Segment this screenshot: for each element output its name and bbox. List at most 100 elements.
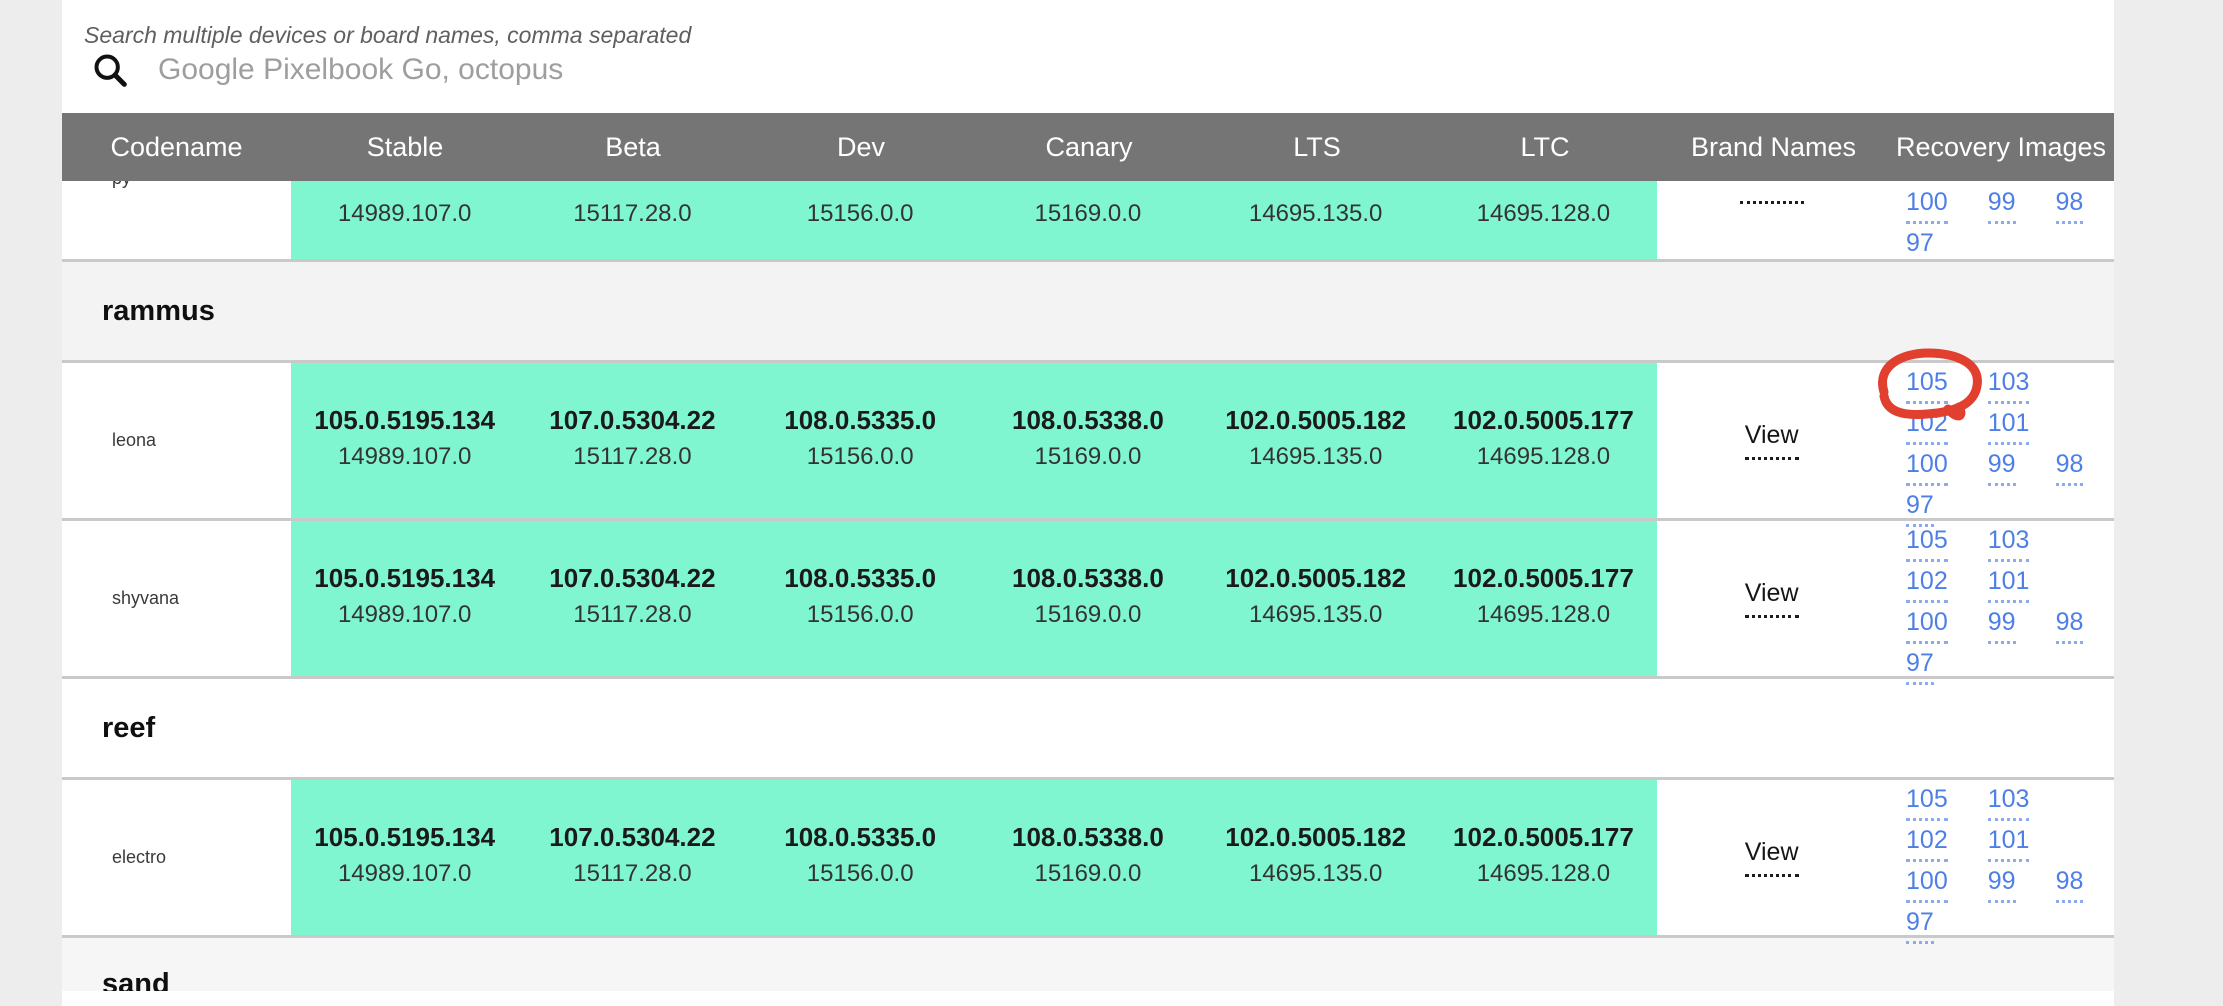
recovery-image-link-100[interactable]: 100 (1906, 451, 1948, 486)
platform-version: 14695.135.0 (1248, 200, 1383, 227)
chrome-version: 107.0.5304.22 (549, 405, 716, 435)
chrome-version: 102.0.5005.177 (1453, 405, 1634, 435)
platform-version: 15117.28.0 (573, 200, 692, 227)
recovery-image-link-97[interactable]: 97 (1906, 492, 1934, 527)
recovery-image-link-105[interactable]: 105 (1906, 527, 1948, 562)
page-content: Search multiple devices or board names, … (62, 0, 2114, 1006)
col-header-brand-names: Brand Names (1690, 131, 1857, 162)
platform-version: 15169.0.0 (1034, 443, 1142, 470)
chrome-version: 108.0.5338.0 (1012, 563, 1164, 593)
stable-cell: 105.0.5195.134 14989.107.0 (290, 363, 519, 518)
board-group-sand: sand (62, 938, 2114, 991)
recovery-image-link-105[interactable]: 105 (1906, 786, 1948, 821)
recovery-image-link-101[interactable]: 101 (1987, 827, 2030, 862)
chrome-version: 107.0.5304.22 (549, 563, 716, 593)
recovery-image-link-98[interactable]: 98 (2055, 609, 2084, 644)
recovery-image-link-101[interactable]: 101 (1987, 410, 2030, 445)
platform-version: 14695.128.0 (1476, 443, 1611, 470)
platform-version: 15156.0.0 (806, 443, 914, 470)
canary-cell: 108.0.5338.0 15169.0.0 (974, 521, 1202, 676)
recovery-image-link-99[interactable]: 99 (1987, 868, 2016, 903)
recovery-image-link-102[interactable]: 102 (1906, 827, 1948, 862)
table-row-leona: leona 105.0.5195.134 14989.107.0 107.0.5… (62, 363, 2114, 527)
platform-version: 14695.135.0 (1248, 860, 1383, 887)
platform-version: 14695.135.0 (1248, 601, 1383, 628)
col-header-ltc: LTC (1520, 131, 1570, 162)
dev-cell: 108.0.5335.0 15156.0.0 (746, 363, 975, 518)
chrome-version: 105.0.5195.134 (314, 563, 496, 593)
platform-version: 15117.28.0 (573, 443, 692, 470)
search-icon (94, 54, 127, 87)
platform-version: 15169.0.0 (1034, 860, 1142, 887)
platform-version: 15156.0.0 (806, 200, 914, 227)
table-row-clipped: py 14989.107.0 15117.28.0 15156.0.0 1516… (62, 181, 2114, 262)
chrome-version: 102.0.5005.177 (1453, 563, 1634, 593)
search-input[interactable] (158, 53, 1258, 87)
chrome-version: 102.0.5005.177 (1453, 822, 1634, 852)
board-group-name: reef (102, 711, 156, 744)
view-brand-names-link[interactable]: View (1744, 421, 1799, 460)
recovery-image-link-105[interactable]: 105 (1906, 369, 1948, 404)
chrome-version: 102.0.5005.182 (1225, 822, 1407, 852)
platform-version: 14989.107.0 (337, 200, 472, 227)
recovery-image-link-103[interactable]: 103 (1987, 786, 2030, 821)
recovery-image-link-98[interactable]: 98 (2055, 868, 2084, 903)
codename-cell: electro (112, 847, 167, 867)
table-row-electro: electro 105.0.5195.134 14989.107.0 107.0… (62, 780, 2114, 944)
recovery-image-link[interactable]: 100 (1906, 189, 1948, 224)
col-header-dev: Dev (836, 131, 885, 162)
col-header-stable: Stable (366, 131, 444, 162)
chrome-version: 108.0.5335.0 (784, 405, 937, 435)
platform-version: 14695.128.0 (1476, 860, 1611, 887)
canary-cell: 108.0.5338.0 15169.0.0 (974, 780, 1202, 935)
col-header-beta: Beta (605, 131, 661, 162)
chrome-version: 105.0.5195.134 (314, 405, 496, 435)
search-section: Search multiple devices or board names, … (62, 0, 2114, 113)
board-group-name: rammus (102, 294, 215, 327)
ltc-cell: 102.0.5005.177 14695.128.0 (1429, 780, 1658, 935)
recovery-image-link-102[interactable]: 102 (1906, 410, 1948, 445)
recovery-image-link[interactable]: 97 (1906, 230, 1934, 259)
platform-version: 14695.128.0 (1476, 200, 1611, 227)
view-link-clipped[interactable] (1739, 181, 1804, 204)
recovery-image-link-97[interactable]: 97 (1906, 909, 1934, 944)
view-brand-names-link[interactable]: View (1744, 838, 1799, 877)
platform-version: 14989.107.0 (337, 443, 472, 470)
platform-version: 14989.107.0 (337, 601, 472, 628)
board-group-reef: reef (62, 679, 2114, 780)
recovery-image-link-101[interactable]: 101 (1987, 568, 2030, 603)
chrome-version: 102.0.5005.182 (1225, 563, 1407, 593)
lts-cell: 102.0.5005.182 14695.135.0 (1201, 363, 1430, 518)
beta-cell: 107.0.5304.22 15117.28.0 (518, 521, 747, 676)
recovery-image-link-97[interactable]: 97 (1906, 650, 1934, 685)
recovery-image-link-100[interactable]: 100 (1906, 609, 1948, 644)
recovery-image-link-99[interactable]: 99 (1987, 609, 2016, 644)
chrome-version: 108.0.5335.0 (784, 822, 937, 852)
col-header-canary: Canary (1045, 131, 1133, 162)
lts-cell: 102.0.5005.182 14695.135.0 (1201, 780, 1430, 935)
view-brand-names-link[interactable]: View (1744, 579, 1799, 618)
platform-version: 14989.107.0 (337, 860, 472, 887)
platform-version: 15169.0.0 (1034, 601, 1142, 628)
recovery-image-link-103[interactable]: 103 (1987, 369, 2030, 404)
chrome-version: 108.0.5338.0 (1012, 822, 1164, 852)
recovery-image-link-100[interactable]: 100 (1906, 868, 1948, 903)
recovery-image-link[interactable]: 98 (2055, 189, 2084, 224)
dev-cell: 108.0.5335.0 15156.0.0 (746, 521, 975, 676)
chrome-version: 108.0.5338.0 (1012, 405, 1164, 435)
recovery-image-link[interactable]: 99 (1987, 189, 2016, 224)
dev-cell: 108.0.5335.0 15156.0.0 (746, 780, 975, 935)
recovery-image-link-103[interactable]: 103 (1987, 527, 2030, 562)
chrome-version: 102.0.5005.182 (1225, 405, 1407, 435)
stable-cell: 105.0.5195.134 14989.107.0 (290, 780, 519, 935)
table-row-shyvana: shyvana 105.0.5195.134 14989.107.0 107.0… (62, 521, 2114, 685)
col-header-recovery-images: Recovery Images (1895, 131, 2107, 162)
chrome-version: 107.0.5304.22 (549, 822, 716, 852)
recovery-image-link-99[interactable]: 99 (1987, 451, 2016, 486)
stable-cell: 105.0.5195.134 14989.107.0 (290, 521, 519, 676)
recovery-image-link-102[interactable]: 102 (1906, 568, 1948, 603)
platform-version: 15117.28.0 (573, 601, 692, 628)
recovery-image-link-98[interactable]: 98 (2055, 451, 2084, 486)
board-group-rammus: rammus (62, 262, 2114, 363)
clipped-codename: py (112, 181, 131, 189)
